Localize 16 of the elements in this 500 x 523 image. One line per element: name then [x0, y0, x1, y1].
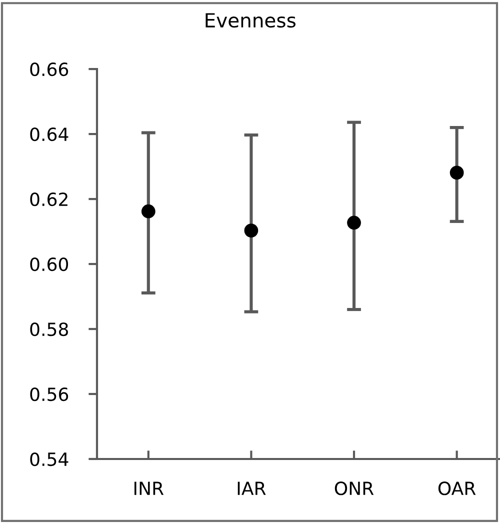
point	[141, 204, 156, 218]
point	[347, 216, 361, 230]
point	[450, 166, 464, 180]
y-tick-label: 0.62	[30, 192, 68, 206]
chart-title: Evenness	[206, 13, 296, 28]
y-tick-label: 0.64	[30, 127, 68, 142]
y-tick-label: 0.54	[30, 452, 68, 466]
x-tick-label: OAR	[438, 482, 476, 496]
x-tick-label: INR	[134, 482, 164, 495]
y-tick-label: 0.58	[30, 322, 68, 336]
x-tick-label: ONR	[334, 482, 374, 496]
y-tick-label: 0.60	[30, 257, 68, 272]
x-tick-label: IAR	[238, 482, 266, 495]
y-tick-label: 0.56	[30, 387, 68, 402]
y-tick-label: 0.66	[30, 62, 68, 76]
point	[244, 224, 258, 238]
